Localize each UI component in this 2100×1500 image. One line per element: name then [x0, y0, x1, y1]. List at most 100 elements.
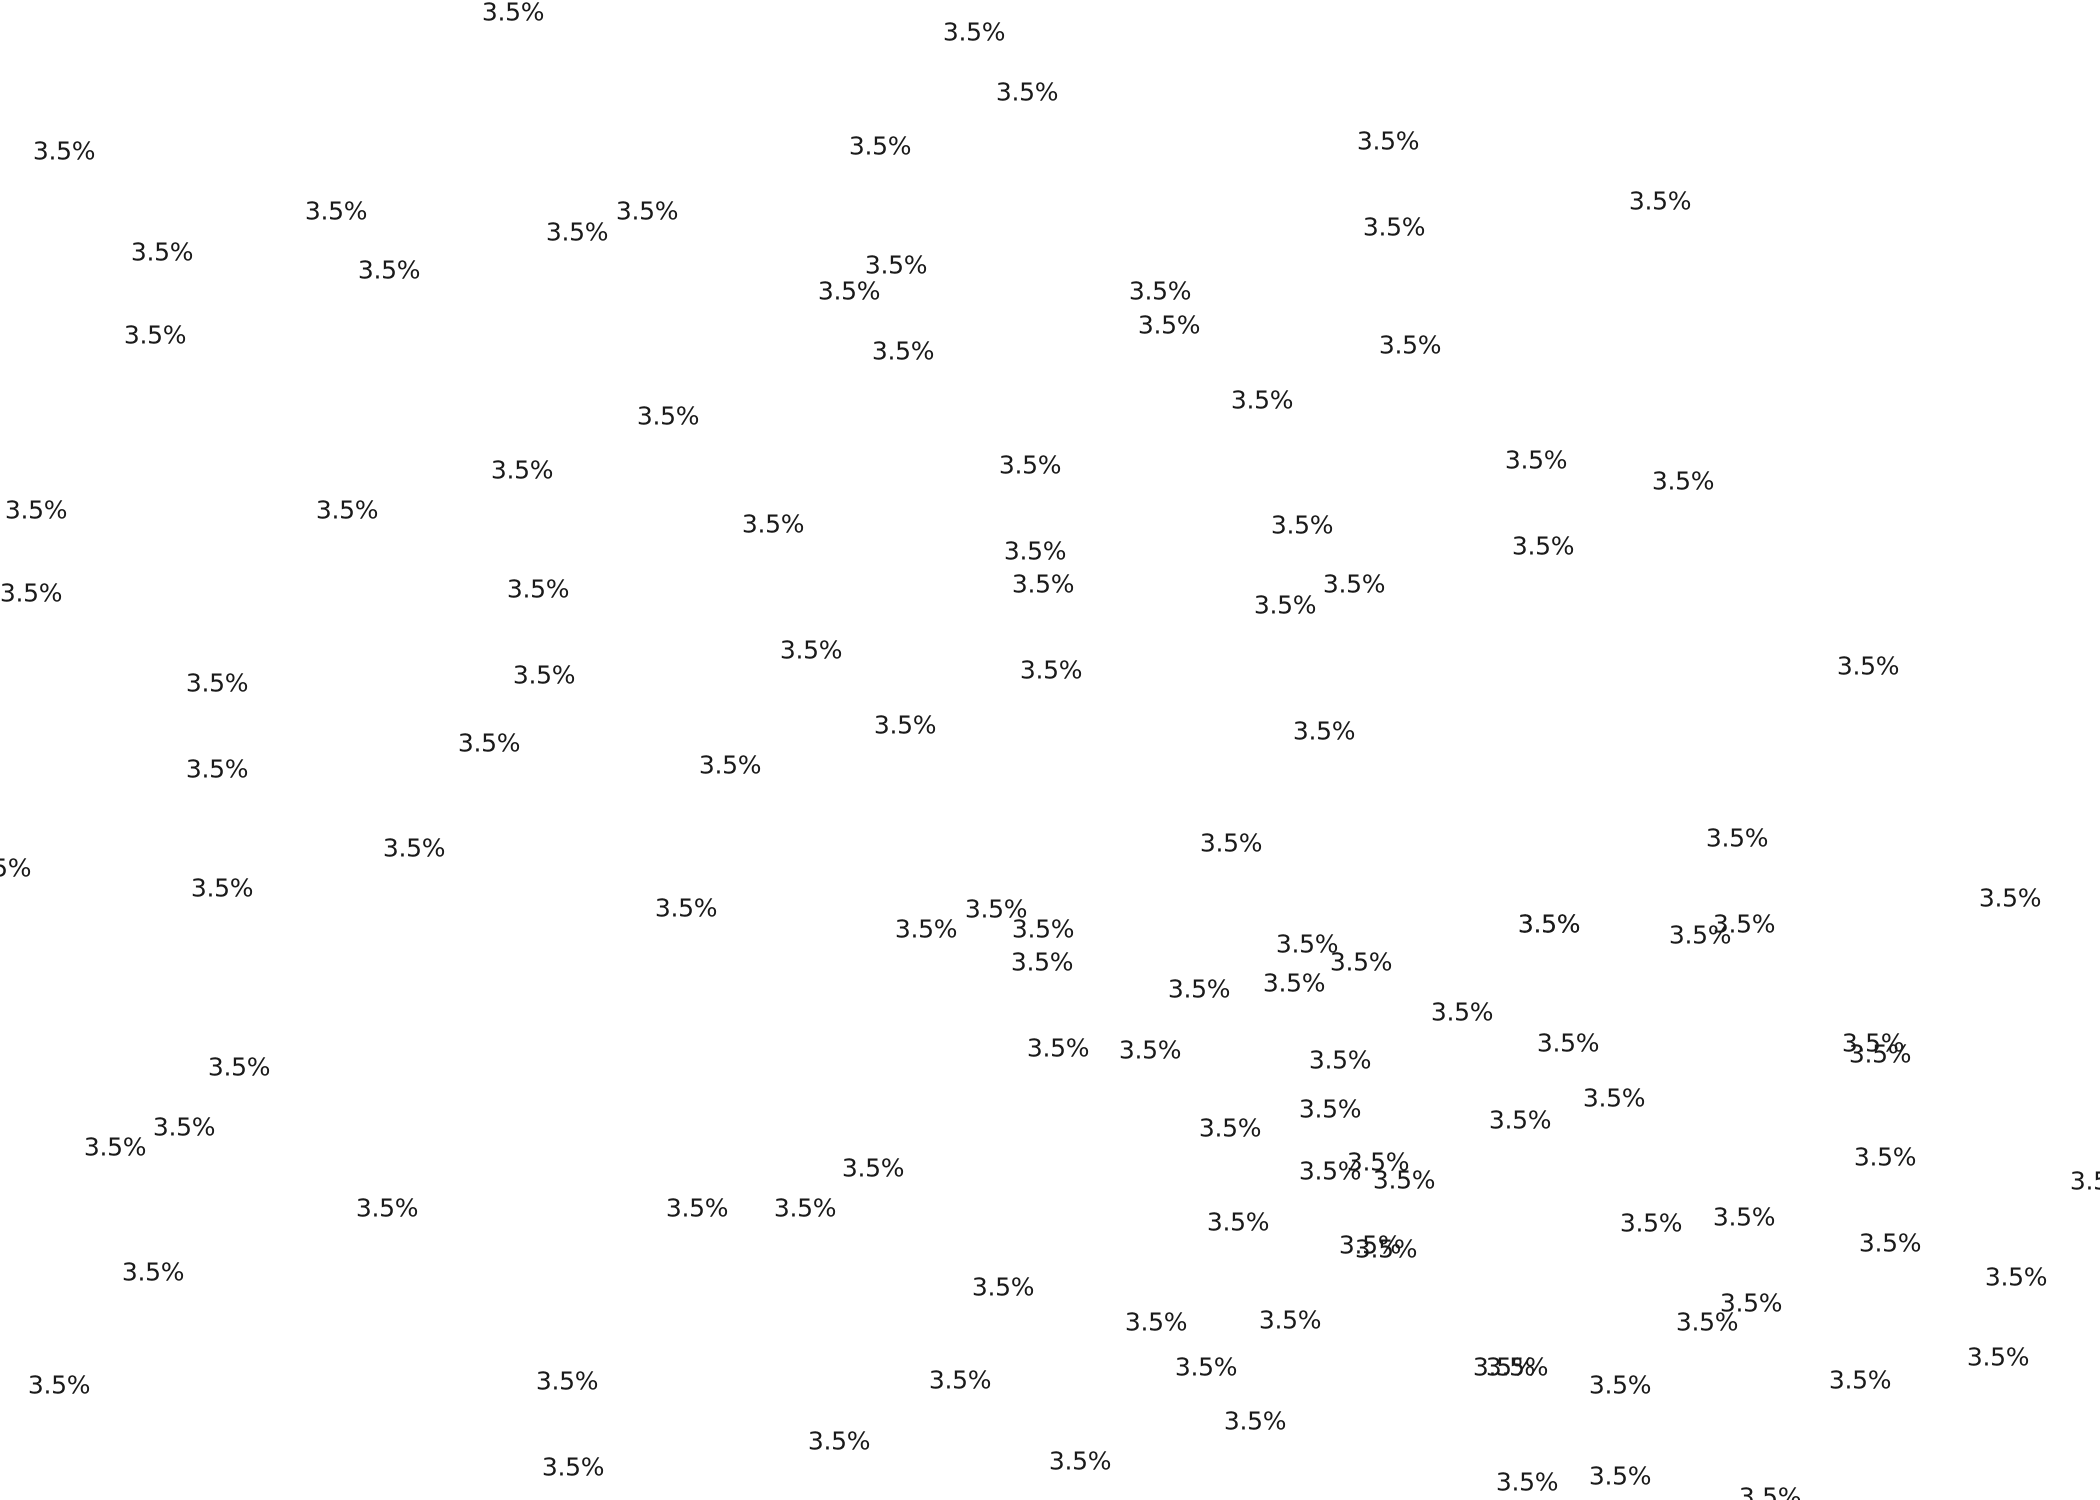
percent-label: 3.5% [894, 914, 958, 944]
percent-label: 3.5% [1858, 1228, 1922, 1258]
percent-label: 3.5% [698, 750, 762, 780]
percent-label: 3.5% [1738, 1482, 1802, 1500]
percent-label: 3.5% [817, 276, 881, 306]
percent-label: 3.5% [1010, 947, 1074, 977]
percent-label: 3.5% [1517, 909, 1581, 939]
percent-label: 3.5% [1167, 974, 1231, 1004]
percent-label: 3.5% [1836, 651, 1900, 681]
percent-label: 3.5% [4, 495, 68, 525]
percent-label: 3.5% [995, 77, 1059, 107]
percent-label: 3.5% [1048, 1446, 1112, 1476]
percent-label: 3.5% [190, 873, 254, 903]
percent-label: 3.5% [355, 1193, 419, 1223]
percent-label: 3.5% [873, 710, 937, 740]
percent-label: 3.5% [1848, 1039, 1912, 1069]
percent-label: 3.5% [942, 17, 1006, 47]
percent-label: 3.5% [665, 1193, 729, 1223]
percent-label: 3.5% [382, 833, 446, 863]
percent-label: 3.5% [357, 255, 421, 285]
percent-label: 3.5% [1308, 1045, 1372, 1075]
percent-label: 3.5% [848, 131, 912, 161]
percent-label: 3.5% [1003, 536, 1067, 566]
percent-label: 3.5% [1651, 466, 1715, 496]
percent-label: 3.5% [1275, 929, 1339, 959]
percent-label: 3.5% [152, 1112, 216, 1142]
percent-label: 3.5% [1705, 823, 1769, 853]
percent-label: 3.5% [1011, 914, 1075, 944]
percent-label: 3.5% [130, 237, 194, 267]
percent-label: 3.5% [1517, 909, 1581, 939]
percent-label: 3.5% [32, 136, 96, 166]
percent-label: 3.5% [1270, 510, 1334, 540]
percent-label: 3.5% [1362, 212, 1426, 242]
percent-label: 3.5% [636, 401, 700, 431]
percent-label: 3.5% [1118, 1035, 1182, 1065]
percent-label: 3.5% [1206, 1207, 1270, 1237]
percent-label: 3.5% [779, 635, 843, 665]
percent-label: 3.5% [2069, 1166, 2100, 1196]
percent-label: 3.5% [1124, 1307, 1188, 1337]
percent-label: 3.5% [1174, 1352, 1238, 1382]
percent-label: 3.5% [83, 1132, 147, 1162]
percent-label: 3.5% [512, 660, 576, 690]
percent-label: 3.5% [1199, 828, 1263, 858]
percent-label: 3.5% [1346, 1147, 1410, 1177]
percent-label: 3.5% [207, 1052, 271, 1082]
percent-label: 3.5% [490, 455, 554, 485]
percent-label: 3.5% [1488, 1105, 1552, 1135]
percent-label: 3.5% [1619, 1208, 1683, 1238]
percent-label: 3.5% [841, 1153, 905, 1183]
percent-label: 3.5% [1322, 569, 1386, 599]
percent-label: 3.5% [1719, 1288, 1783, 1318]
percent-label: 3.5% [864, 250, 928, 280]
percent-label: 3.5% [121, 1257, 185, 1287]
percent-label: 3.5% [185, 668, 249, 698]
percent-label: 3.5% [535, 1366, 599, 1396]
percent-label: 3.5% [1258, 1305, 1322, 1335]
percent-label: 3.5% [1292, 716, 1356, 746]
percent-label: 3.5% [1338, 1230, 1402, 1260]
percent-label: 3.5% [1019, 655, 1083, 685]
percent-label: 3.5% [1841, 1028, 1905, 1058]
percent-label: 3.5% [1472, 1352, 1536, 1382]
percent-label: 3.5% [27, 1370, 91, 1400]
percent-label: 3.5% [1582, 1083, 1646, 1113]
percent-label: 3.5% [1137, 310, 1201, 340]
percent-label: 3.5% [1372, 1165, 1436, 1195]
percent-label: 3.5% [654, 893, 718, 923]
percent-label: 3.5% [1628, 186, 1692, 216]
percent-label: 3.5% [1828, 1365, 1892, 1395]
percent-label: 3.5% [1853, 1142, 1917, 1172]
percent-label: 3.5% [1511, 531, 1575, 561]
percent-label: 3.5% [1253, 590, 1317, 620]
percent-label: 3.5% [1262, 968, 1326, 998]
percent-label: 3.5% [1298, 1094, 1362, 1124]
percent-label: 3.5% [315, 495, 379, 525]
percent-label: 3.5% [615, 196, 679, 226]
percent-label: 3.5% [457, 728, 521, 758]
percent-label: 3.5% [871, 336, 935, 366]
percent-label: 3.5% [481, 0, 545, 27]
percent-label: 3.5% [304, 196, 368, 226]
percent-label: 3.5% [1668, 920, 1732, 950]
percent-label: 3.5% [545, 217, 609, 247]
percent-label: 3.5% [1230, 385, 1294, 415]
percent-label: 3.5% [1588, 1461, 1652, 1491]
percent-label: 3.5% [928, 1365, 992, 1395]
percent-label: 3.5% [506, 574, 570, 604]
percent-label: 3.5% [1978, 883, 2042, 913]
percent-label: 3.5% [1984, 1262, 2048, 1292]
percent-label: 3.5% [741, 509, 805, 539]
percent-label: 3.5% [1223, 1406, 1287, 1436]
percent-label: 3.5% [1298, 1156, 1362, 1186]
percent-label: 3.5% [1354, 1234, 1418, 1264]
percent-label: 3.5% [541, 1452, 605, 1482]
percent-label: 3.5% [971, 1272, 1035, 1302]
percent-label: 3.5% [1356, 126, 1420, 156]
percent-label: 3.5% [1504, 445, 1568, 475]
percent-label: 3.5% [998, 450, 1062, 480]
percent-label: 3.5% [1675, 1307, 1739, 1337]
percent-label: 3.5% [1588, 1370, 1652, 1400]
percent-label: 3.5% [964, 894, 1028, 924]
